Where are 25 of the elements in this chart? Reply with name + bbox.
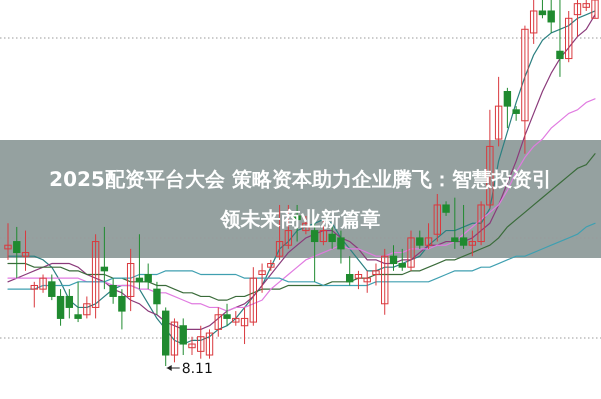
candlestick — [565, 10, 572, 63]
candlestick — [258, 263, 266, 294]
candlestick — [170, 318, 178, 363]
candlestick — [442, 200, 450, 216]
candlestick — [494, 76, 502, 147]
candlestick — [416, 230, 424, 250]
candlestick — [223, 303, 231, 326]
candlestick — [126, 248, 134, 312]
candlestick — [214, 306, 222, 338]
candlestick — [424, 222, 432, 250]
candlestick — [22, 230, 30, 272]
candlestick — [100, 226, 108, 290]
candlestick — [504, 87, 512, 129]
candlestick — [434, 193, 441, 242]
candlestick — [153, 281, 161, 316]
candlestick — [4, 222, 12, 260]
candlestick — [512, 106, 520, 122]
candlestick — [556, 0, 564, 78]
candlestick — [267, 259, 275, 272]
candlestick — [13, 226, 20, 279]
annotation: 8.11 — [182, 361, 213, 377]
candlestick — [74, 281, 82, 323]
candlestick — [346, 256, 354, 286]
candlestick — [407, 230, 415, 272]
candlestick — [180, 318, 187, 356]
